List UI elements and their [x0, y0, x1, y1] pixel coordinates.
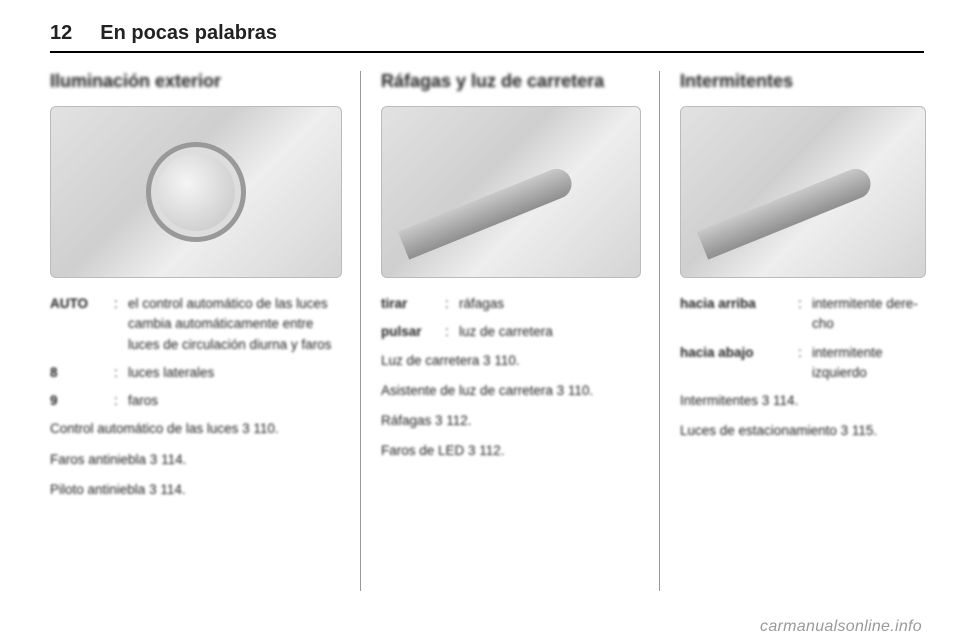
definition-sep: : [114, 294, 128, 355]
definition-value: intermitente dere­cho [812, 294, 924, 335]
definition-row: 9 : faros [50, 391, 340, 411]
definition-sep: : [445, 322, 459, 342]
definition-value: faros [128, 391, 340, 411]
definition-sep: : [798, 294, 812, 335]
column-1: Iluminación exterior AUTO : el control a… [50, 71, 360, 591]
definition-sep: : [114, 391, 128, 411]
column-2: Ráfagas y luz de carretera tirar : ráfag… [360, 71, 660, 591]
definition-sep: : [798, 343, 812, 384]
paragraph: Faros de LED 3 112. [381, 441, 639, 461]
definition-row: hacia abajo : intermitente izquierdo [680, 343, 924, 384]
column-3: Intermitentes hacia arriba : intermitent… [660, 71, 924, 591]
definition-key: 8 [50, 363, 114, 383]
definition-value: luz de carretera [459, 322, 639, 342]
chapter-title: En pocas palabras [100, 22, 277, 45]
definition-row: 8 : luces laterales [50, 363, 340, 383]
paragraph: Control automático de las luces 3 110. [50, 419, 340, 439]
paragraph: Ráfagas 3 112. [381, 411, 639, 431]
definition-value: el control automático de las luces cambi… [128, 294, 340, 355]
section-body: tirar : ráfagas pulsar : luz de carreter… [381, 294, 639, 462]
definition-key: pulsar [381, 322, 445, 342]
definition-value: luces laterales [128, 363, 340, 383]
definition-row: pulsar : luz de carretera [381, 322, 639, 342]
section-title: Iluminación exterior [50, 71, 340, 92]
section-body: AUTO : el control automático de las luce… [50, 294, 340, 500]
definition-key: AUTO [50, 294, 114, 355]
illustration-stalk-indicator [680, 106, 926, 278]
header-rule [50, 51, 924, 53]
illustration-light-switch [50, 106, 342, 278]
page-header: 12 En pocas palabras [50, 22, 924, 45]
paragraph: Luces de estacionamiento 3 115. [680, 421, 924, 441]
paragraph: Intermitentes 3 114. [680, 391, 924, 411]
section-body: hacia arriba : intermitente dere­cho hac… [680, 294, 924, 442]
definition-row: AUTO : el control automático de las luce… [50, 294, 340, 355]
paragraph: Luz de carretera 3 110. [381, 351, 639, 371]
definition-value: ráfagas [459, 294, 639, 314]
definition-value: intermitente izquierdo [812, 343, 924, 384]
page-number: 12 [50, 22, 72, 45]
lever-icon [697, 164, 875, 259]
definition-row: tirar : ráfagas [381, 294, 639, 314]
section-title: Ráfagas y luz de carretera [381, 71, 639, 92]
definition-key: tirar [381, 294, 445, 314]
definition-key: hacia arriba [680, 294, 798, 335]
paragraph: Faros antiniebla 3 114. [50, 450, 340, 470]
section-title: Intermitentes [680, 71, 924, 92]
definition-sep: : [114, 363, 128, 383]
paragraph: Asistente de luz de carretera 3 110. [381, 381, 639, 401]
manual-page: 12 En pocas palabras Iluminación exterio… [0, 0, 960, 642]
definition-row: hacia arriba : intermitente dere­cho [680, 294, 924, 335]
illustration-stalk-highbeam [381, 106, 641, 278]
watermark: carmanualsonline.info [760, 618, 922, 636]
dial-icon [146, 142, 246, 242]
definition-key: hacia abajo [680, 343, 798, 384]
columns: Iluminación exterior AUTO : el control a… [50, 71, 924, 591]
paragraph: Piloto antiniebla 3 114. [50, 480, 340, 500]
definition-key: 9 [50, 391, 114, 411]
lever-icon [398, 164, 576, 259]
definition-sep: : [445, 294, 459, 314]
